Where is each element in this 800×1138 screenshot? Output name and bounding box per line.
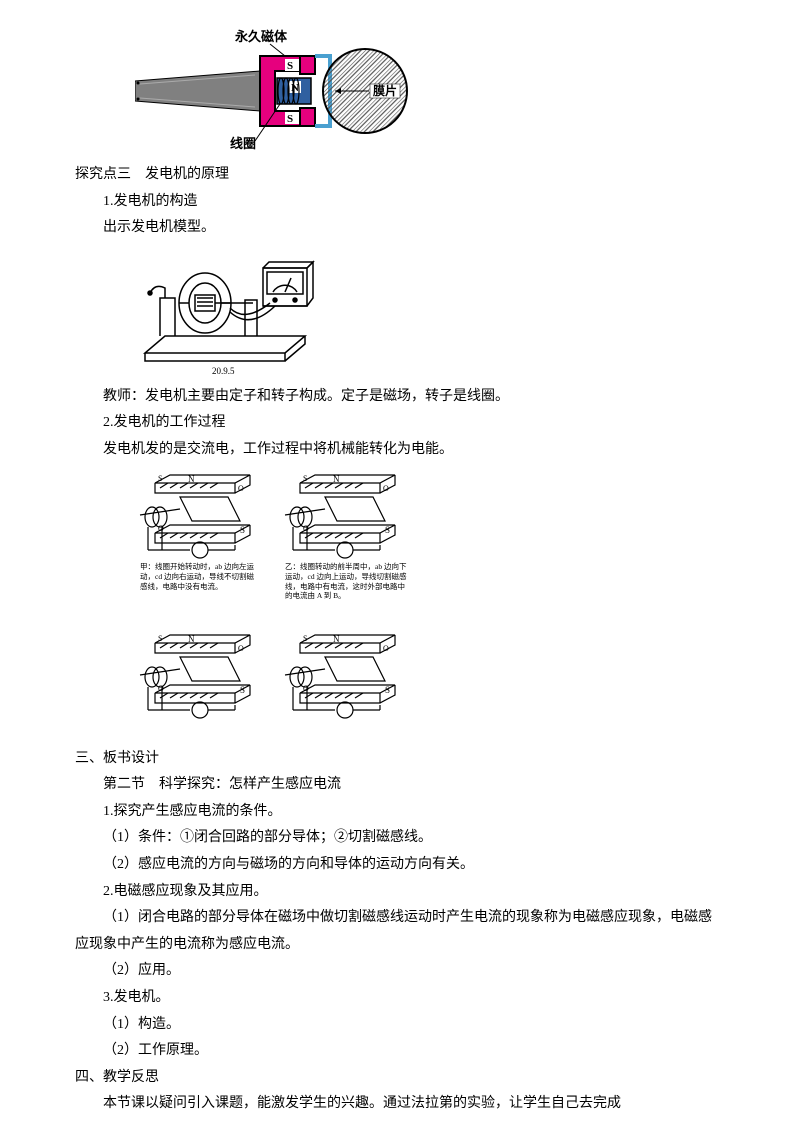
text-b2b: （2）应用。 <box>75 958 725 985</box>
section-b-title: 三、板书设计 <box>75 746 725 773</box>
text-b3a: （1）构造。 <box>75 1012 725 1039</box>
text-a1: 1.发电机的构造 <box>75 189 725 216</box>
text-b2: 2.电磁感应现象及其应用。 <box>75 879 725 906</box>
text-b3: 3.发电机。 <box>75 985 725 1012</box>
text-b2a: （1）闭合电路的部分导体在磁场中做切割磁感线运动时产生电流的现象称为电磁感应现象… <box>75 905 725 958</box>
text-c1: 本节课以疑问引入课题，能激发学生的兴趣。通过法拉第的实验，让学生自己去完成 <box>75 1091 725 1118</box>
figure-generator-model: 20.9.5 <box>135 248 725 378</box>
svg-text:永久磁体: 永久磁体 <box>234 29 288 44</box>
text-b1b: （2）感应电流的方向与磁场的方向和导体的运动方向有关。 <box>75 852 725 879</box>
svg-text:N: N <box>291 82 299 94</box>
section-a-title: 探究点三 发电机的原理 <box>75 162 725 189</box>
text-a2: 2.发电机的工作过程 <box>75 410 725 437</box>
section-c-title: 四、教学反思 <box>75 1065 725 1092</box>
svg-text:线圈: 线圈 <box>230 136 256 151</box>
text-b-sub: 第二节 科学探究：怎样产生感应电流 <box>75 772 725 799</box>
figure-microphone: S S N 永久磁体 线圈 膜片 <box>135 26 725 156</box>
text-b1a: （1）条件：①闭合回路的部分导体；②切割磁感线。 <box>75 825 725 852</box>
fig2-caption: 20.9.5 <box>212 366 235 376</box>
svg-text:S: S <box>287 60 293 72</box>
figure-generator-phases: N S S O O 甲：线圈开始转动时，ab 边向左运动，cd 边向右运动，导线… <box>135 470 725 740</box>
text-teacher1: 教师：发电机主要由定子和转子构成。定子是磁场，转子是线圈。 <box>75 384 725 411</box>
text-b1: 1.探究产生感应电流的条件。 <box>75 799 725 826</box>
svg-text:S: S <box>287 113 293 125</box>
svg-text:膜片: 膜片 <box>373 83 397 98</box>
text-b3b: （2）工作原理。 <box>75 1038 725 1065</box>
text-a1b: 出示发电机模型。 <box>75 215 725 242</box>
text-a2b: 发电机发的是交流电，工作过程中将机械能转化为电能。 <box>75 437 725 464</box>
